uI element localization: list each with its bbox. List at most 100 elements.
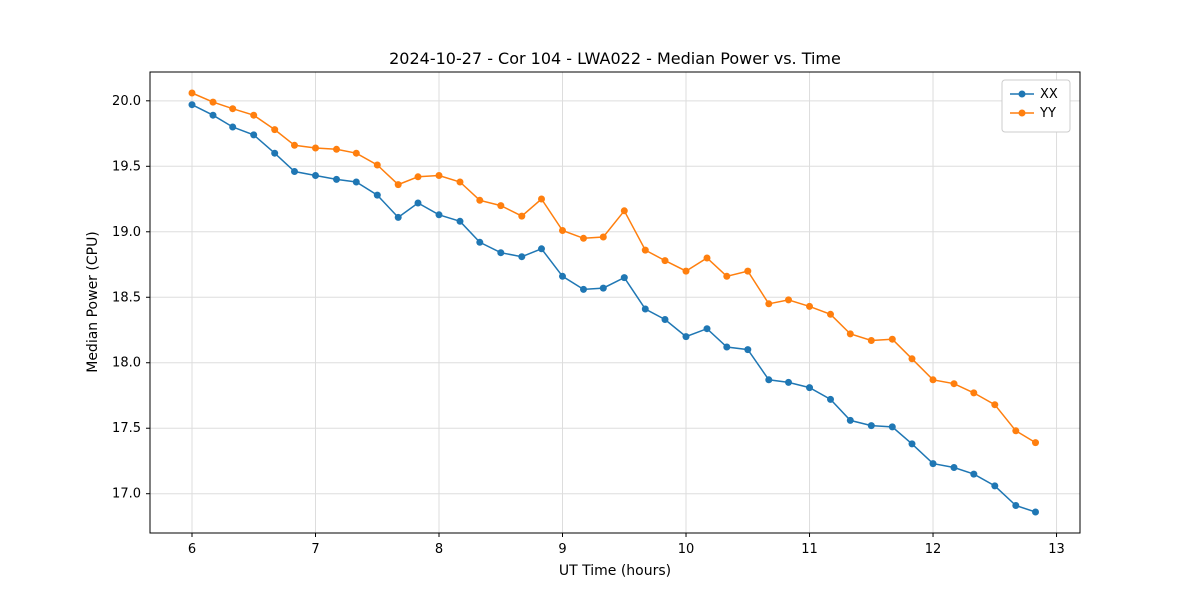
series-marker-YY	[599, 233, 607, 241]
x-tick-label: 10	[678, 542, 695, 557]
x-tick-label: 11	[801, 542, 818, 557]
series-marker-YY	[312, 144, 319, 152]
series-line-XX	[191, 104, 1036, 513]
series-marker-XX	[661, 316, 669, 323]
series-marker-YY	[950, 380, 958, 388]
series-marker-YY	[661, 257, 669, 265]
series-marker-XX	[352, 178, 360, 186]
series-marker-XX	[538, 245, 545, 253]
series-marker-YY	[723, 272, 731, 280]
series-marker-YY	[271, 126, 279, 134]
series-marker-YY	[352, 149, 360, 157]
series-marker-XX	[867, 422, 875, 430]
series-marker-YY	[846, 330, 854, 338]
series-marker-XX	[641, 305, 649, 313]
series-marker-XX	[394, 213, 402, 221]
legend-label-YY: YY	[1039, 106, 1056, 121]
series-marker-XX	[785, 378, 792, 386]
y-tick-label: 17.5	[112, 421, 141, 436]
series-marker-XX	[827, 395, 834, 403]
series-marker-YY	[991, 401, 999, 409]
y-tick-label: 17.0	[112, 487, 141, 502]
series-marker-YY	[785, 296, 792, 304]
series-marker-XX	[703, 325, 711, 333]
series-marker-YY	[929, 376, 937, 384]
series-marker-XX	[1032, 508, 1039, 516]
x-tick-label: 8	[435, 542, 443, 557]
series-marker-XX	[950, 464, 958, 471]
series-marker-XX	[846, 416, 854, 424]
series-marker-XX	[888, 423, 896, 431]
series-marker-XX	[908, 440, 916, 448]
series-marker-YY	[970, 389, 978, 397]
series-marker-XX	[682, 333, 690, 341]
series-marker-YY	[1032, 439, 1039, 447]
series-marker-YY	[456, 178, 464, 186]
legend-label-XX: XX	[1040, 87, 1058, 102]
series-marker-YY	[497, 202, 505, 210]
series-marker-XX	[970, 470, 978, 478]
series-marker-YY	[641, 246, 649, 254]
series-marker-XX	[414, 199, 422, 207]
series-marker-YY	[476, 196, 484, 204]
series-marker-XX	[333, 175, 340, 183]
series-marker-YY	[250, 111, 258, 119]
series-marker-YY	[209, 98, 217, 106]
series-marker-YY	[703, 254, 711, 262]
y-axis-label: Median Power (CPU)	[85, 231, 101, 373]
series-marker-YY	[620, 207, 628, 215]
series-marker-XX	[765, 376, 773, 384]
series-marker-XX	[188, 101, 196, 109]
series-marker-XX	[518, 253, 526, 261]
series-marker-XX	[806, 384, 813, 392]
series-marker-XX	[497, 249, 505, 257]
series-marker-YY	[291, 141, 298, 149]
series-marker-YY	[806, 302, 813, 310]
series-marker-YY	[682, 267, 690, 275]
x-axis-label: UT Time (hours)	[559, 563, 671, 579]
legend-marker-XX	[1018, 90, 1026, 98]
series-marker-XX	[312, 172, 319, 179]
series-marker-XX	[373, 191, 381, 199]
series-marker-YY	[188, 89, 196, 97]
y-tick-label: 19.5	[112, 159, 141, 174]
series-marker-YY	[373, 161, 381, 169]
x-tick-label: 9	[558, 542, 566, 557]
series-marker-YY	[414, 173, 422, 181]
x-tick-label: 6	[188, 542, 196, 557]
series-line-YY	[191, 92, 1036, 444]
series-marker-YY	[580, 234, 587, 242]
series-marker-YY	[827, 310, 834, 318]
plot-frame	[149, 71, 1081, 534]
series-marker-YY	[229, 105, 237, 113]
series-marker-XX	[991, 482, 999, 490]
legend-marker-YY	[1018, 109, 1026, 117]
series-marker-XX	[929, 460, 937, 468]
series-marker-YY	[394, 181, 402, 189]
series-marker-YY	[867, 337, 875, 344]
series-marker-YY	[518, 212, 526, 220]
series-marker-YY	[1012, 427, 1020, 435]
series-marker-YY	[559, 227, 566, 234]
series-marker-XX	[209, 111, 217, 119]
y-tick-label: 18.5	[112, 290, 141, 305]
legend	[1001, 79, 1071, 133]
chart-title: 2024-10-27 - Cor 104 - LWA022 - Median P…	[389, 49, 841, 68]
x-tick-label: 12	[925, 542, 942, 557]
series-marker-XX	[580, 285, 587, 293]
series-marker-XX	[476, 238, 484, 246]
plot-area: 6 7 8 9 10 11 12 13 17.0 17.5 18.0 18.5 19.0 19.5 20.0…	[112, 71, 1081, 557]
series-marker-XX	[723, 343, 731, 351]
series-marker-XX	[456, 217, 464, 225]
y-tick-label: 18.0	[112, 356, 141, 371]
series-marker-YY	[744, 267, 752, 275]
series-marker-XX	[599, 284, 607, 292]
series-marker-XX	[291, 168, 298, 175]
y-tick-label: 19.0	[112, 225, 141, 240]
series-marker-YY	[333, 145, 340, 153]
series-marker-XX	[435, 211, 443, 219]
series-marker-XX	[744, 346, 752, 354]
series-marker-XX	[559, 272, 566, 280]
